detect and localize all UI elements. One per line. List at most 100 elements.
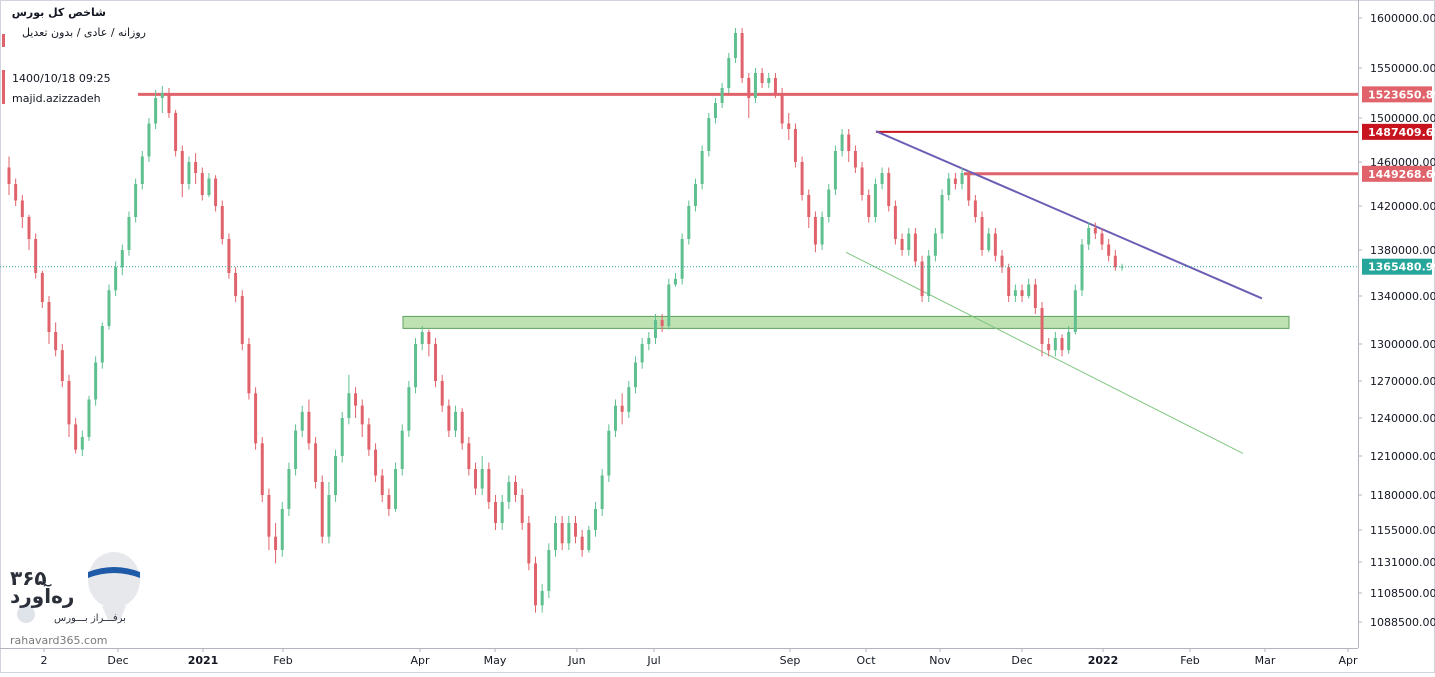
candle-body bbox=[940, 195, 944, 234]
candle bbox=[1027, 278, 1031, 299]
x-tick-label: Oct bbox=[856, 654, 876, 667]
candle bbox=[860, 162, 864, 201]
candle-body bbox=[320, 482, 324, 537]
support-zone-layer bbox=[402, 315, 1290, 329]
y-tick-label: 1240000.00 bbox=[1370, 412, 1435, 425]
candle-body bbox=[260, 443, 264, 495]
candle bbox=[434, 338, 438, 388]
price-label-bg bbox=[1362, 258, 1432, 275]
candle bbox=[1007, 263, 1011, 302]
price-labels-layer: 1523650.89 1487409.65 1449268.66 1365480.99 bbox=[1362, 86, 1435, 275]
price-label-2: 1449268.66 bbox=[1362, 165, 1435, 182]
candle-body bbox=[160, 93, 164, 98]
candle bbox=[47, 296, 51, 344]
candle-body bbox=[653, 320, 657, 338]
candle-body bbox=[1107, 244, 1111, 256]
candle-body bbox=[47, 302, 51, 332]
candle-body bbox=[560, 523, 564, 544]
candle bbox=[947, 173, 951, 201]
candle-body bbox=[34, 239, 38, 273]
candle-body bbox=[1053, 338, 1057, 351]
candle-body bbox=[920, 261, 924, 296]
y-tick-label: 1270000.00 bbox=[1370, 375, 1435, 388]
candle-body bbox=[860, 167, 864, 195]
candle bbox=[900, 233, 904, 256]
candle-body bbox=[647, 338, 651, 344]
candle-body bbox=[400, 430, 404, 469]
candle bbox=[494, 495, 498, 530]
candle bbox=[940, 189, 944, 239]
candle bbox=[407, 381, 411, 437]
x-tick-label: Sep bbox=[780, 654, 801, 667]
candle bbox=[60, 344, 64, 388]
candle bbox=[200, 167, 204, 201]
candle bbox=[420, 326, 424, 351]
candle bbox=[747, 73, 751, 118]
candle-body bbox=[927, 255, 931, 296]
candle bbox=[1053, 332, 1057, 357]
candle bbox=[873, 178, 877, 223]
candle-body bbox=[347, 393, 351, 418]
x-tick-label: 2022 bbox=[1088, 654, 1119, 667]
candle-body bbox=[27, 217, 31, 239]
candle-body bbox=[720, 88, 724, 103]
candle bbox=[267, 488, 271, 550]
candle bbox=[727, 53, 731, 93]
candle bbox=[620, 393, 624, 425]
candle bbox=[140, 151, 144, 190]
legend-datetime: 1400/10/18 09:25 bbox=[12, 72, 111, 85]
candle-body bbox=[613, 405, 617, 431]
candle bbox=[207, 173, 211, 198]
candle bbox=[260, 437, 264, 502]
candle-body bbox=[640, 344, 644, 363]
candle-body bbox=[540, 590, 544, 606]
candle bbox=[347, 374, 351, 425]
candle bbox=[787, 113, 791, 140]
candle bbox=[793, 123, 797, 168]
candle-body bbox=[374, 449, 378, 476]
candle-body bbox=[793, 129, 797, 162]
candle-body bbox=[60, 350, 64, 381]
candle bbox=[813, 211, 817, 253]
candle-body bbox=[267, 495, 271, 537]
candle-body bbox=[340, 418, 344, 456]
candle-body bbox=[687, 206, 691, 239]
candle-body bbox=[833, 151, 837, 190]
candle bbox=[554, 516, 558, 557]
candle bbox=[127, 211, 131, 256]
candle bbox=[733, 28, 737, 63]
candle bbox=[154, 90, 158, 129]
candle bbox=[893, 200, 897, 245]
candle bbox=[314, 437, 318, 489]
candle bbox=[220, 200, 224, 245]
candle-body bbox=[460, 411, 464, 444]
candle-body bbox=[414, 344, 418, 388]
candle bbox=[807, 189, 811, 228]
candle bbox=[194, 153, 198, 184]
candle-body bbox=[154, 98, 158, 124]
candle-body bbox=[713, 103, 717, 118]
y-tick-label: 1380000.00 bbox=[1370, 244, 1435, 257]
price-label-text: 1365480.99 bbox=[1368, 261, 1435, 274]
candle-body bbox=[240, 296, 244, 344]
candle-body bbox=[573, 523, 577, 537]
price-label-bg bbox=[1362, 165, 1432, 182]
candle bbox=[280, 502, 284, 557]
candle bbox=[607, 424, 611, 482]
candle-body bbox=[1027, 284, 1031, 296]
candle-body bbox=[787, 123, 791, 129]
candle bbox=[820, 211, 824, 250]
candle-body bbox=[187, 162, 191, 184]
candle bbox=[1040, 302, 1044, 357]
y-tick-label: 1420000.00 bbox=[1370, 200, 1435, 213]
candle-body bbox=[380, 475, 384, 495]
candle bbox=[247, 338, 251, 400]
candle-body bbox=[933, 233, 937, 256]
candle bbox=[753, 68, 757, 103]
candle-body bbox=[680, 239, 684, 279]
x-tick-label: Dec bbox=[1011, 654, 1032, 667]
candle-body bbox=[593, 509, 597, 530]
